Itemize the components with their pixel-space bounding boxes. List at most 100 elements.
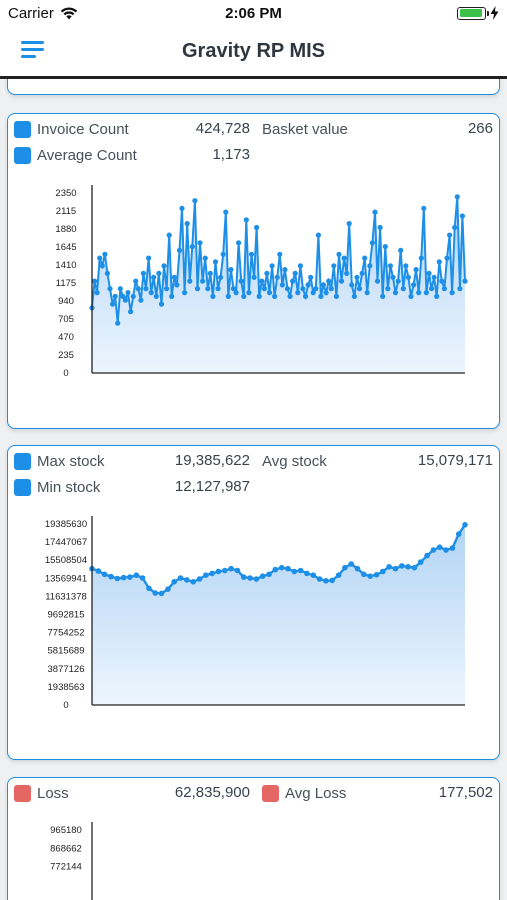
- data-point: [380, 293, 386, 299]
- y-tick-label: 868662: [50, 843, 82, 854]
- data-point: [272, 566, 279, 573]
- data-point: [449, 290, 455, 296]
- y-tick-label: 1645: [55, 242, 76, 253]
- metric-row: Max stock 19,385,622 Avg stock 15,079,17…: [14, 450, 493, 472]
- stock-chart: 1938563017447067155085041356994111631378…: [45, 516, 468, 711]
- data-point: [431, 274, 437, 280]
- data-point: [120, 574, 127, 581]
- data-point: [218, 274, 224, 280]
- y-tick-label: 17447067: [45, 537, 87, 548]
- y-tick-label: 9692815: [48, 610, 85, 621]
- data-point: [139, 575, 146, 581]
- data-point: [120, 293, 126, 299]
- legend-swatch: [14, 146, 31, 164]
- data-point: [184, 577, 190, 583]
- data-point: [323, 578, 329, 584]
- metric-value: 62,835,900: [174, 784, 250, 801]
- data-point: [97, 255, 103, 261]
- data-point: [304, 570, 310, 577]
- metric-row: Average Count 1,173: [14, 144, 493, 166]
- data-point: [418, 255, 424, 261]
- metric-row: Invoice Count 424,728 Basket value 266: [14, 118, 493, 140]
- data-point: [423, 290, 429, 296]
- data-point: [308, 274, 314, 280]
- y-tick-label: 5815689: [48, 646, 85, 657]
- battery-icon: [457, 6, 489, 20]
- data-point: [166, 232, 172, 238]
- data-point: [203, 572, 209, 578]
- data-point: [449, 545, 456, 551]
- data-point: [398, 247, 404, 253]
- invoice-card: Invoice Count 424,728 Basket value 266 A…: [7, 113, 500, 429]
- data-point: [169, 293, 175, 299]
- data-point: [115, 320, 121, 326]
- data-point: [305, 282, 311, 288]
- wifi-icon: [60, 6, 78, 19]
- data-point: [348, 561, 355, 567]
- data-point: [238, 278, 244, 284]
- data-point: [279, 282, 285, 288]
- data-point: [452, 224, 458, 231]
- data-point: [328, 286, 334, 292]
- hamburger-menu-icon[interactable]: [21, 41, 45, 61]
- data-point: [377, 224, 383, 231]
- data-point: [222, 567, 228, 574]
- metric-value: 177,502: [438, 784, 493, 801]
- data-point: [329, 577, 336, 584]
- data-point: [174, 282, 180, 288]
- data-point: [228, 565, 234, 572]
- series-area: [92, 524, 465, 705]
- data-point: [197, 240, 203, 246]
- data-point: [266, 571, 272, 578]
- data-point: [434, 293, 440, 299]
- data-point: [335, 572, 342, 578]
- legend-swatch: [14, 478, 31, 496]
- data-point: [390, 274, 396, 280]
- data-point: [405, 274, 411, 280]
- page-title: Gravity RP MIS: [181, 40, 326, 62]
- data-point: [351, 293, 357, 299]
- metric-label: Loss: [37, 784, 69, 802]
- data-point: [426, 270, 432, 276]
- metric-invoice-count: Invoice Count: [14, 118, 129, 140]
- y-tick-label: 1938563: [48, 682, 85, 693]
- metric-loss: Loss: [14, 782, 69, 804]
- data-point: [128, 309, 134, 315]
- legend-swatch: [14, 784, 31, 802]
- data-point: [318, 293, 324, 299]
- data-point: [282, 267, 288, 273]
- metric-value: 424,728: [195, 120, 250, 137]
- data-point: [133, 278, 139, 284]
- dashboard-scroll[interactable]: Invoice Count 424,728 Basket value 266 A…: [0, 79, 507, 900]
- y-tick-label: 965180: [50, 825, 82, 836]
- status-left: Carrier: [8, 5, 78, 22]
- data-point: [259, 278, 265, 284]
- data-point: [190, 579, 196, 585]
- data-point: [392, 290, 399, 296]
- data-point: [176, 247, 183, 253]
- data-point: [146, 255, 152, 261]
- y-tick-label: 772144: [50, 862, 82, 873]
- data-point: [459, 213, 465, 219]
- metric-value: 1,173: [212, 146, 250, 163]
- data-point: [291, 568, 298, 575]
- y-tick-label: 470: [58, 332, 74, 343]
- data-point: [107, 286, 113, 292]
- y-tick-label: 940: [58, 296, 74, 307]
- data-point: [302, 293, 309, 299]
- data-point: [367, 573, 374, 579]
- data-point: [254, 224, 260, 231]
- data-point: [382, 244, 388, 250]
- data-point: [256, 293, 262, 299]
- previous-card: [7, 79, 500, 95]
- y-tick-label: 3877126: [48, 664, 85, 675]
- data-point: [274, 274, 280, 280]
- data-point: [369, 240, 375, 246]
- data-point: [212, 259, 219, 265]
- data-point: [182, 290, 188, 296]
- data-point: [241, 293, 247, 299]
- data-point: [316, 576, 323, 582]
- data-point: [278, 564, 285, 571]
- data-point: [112, 293, 118, 299]
